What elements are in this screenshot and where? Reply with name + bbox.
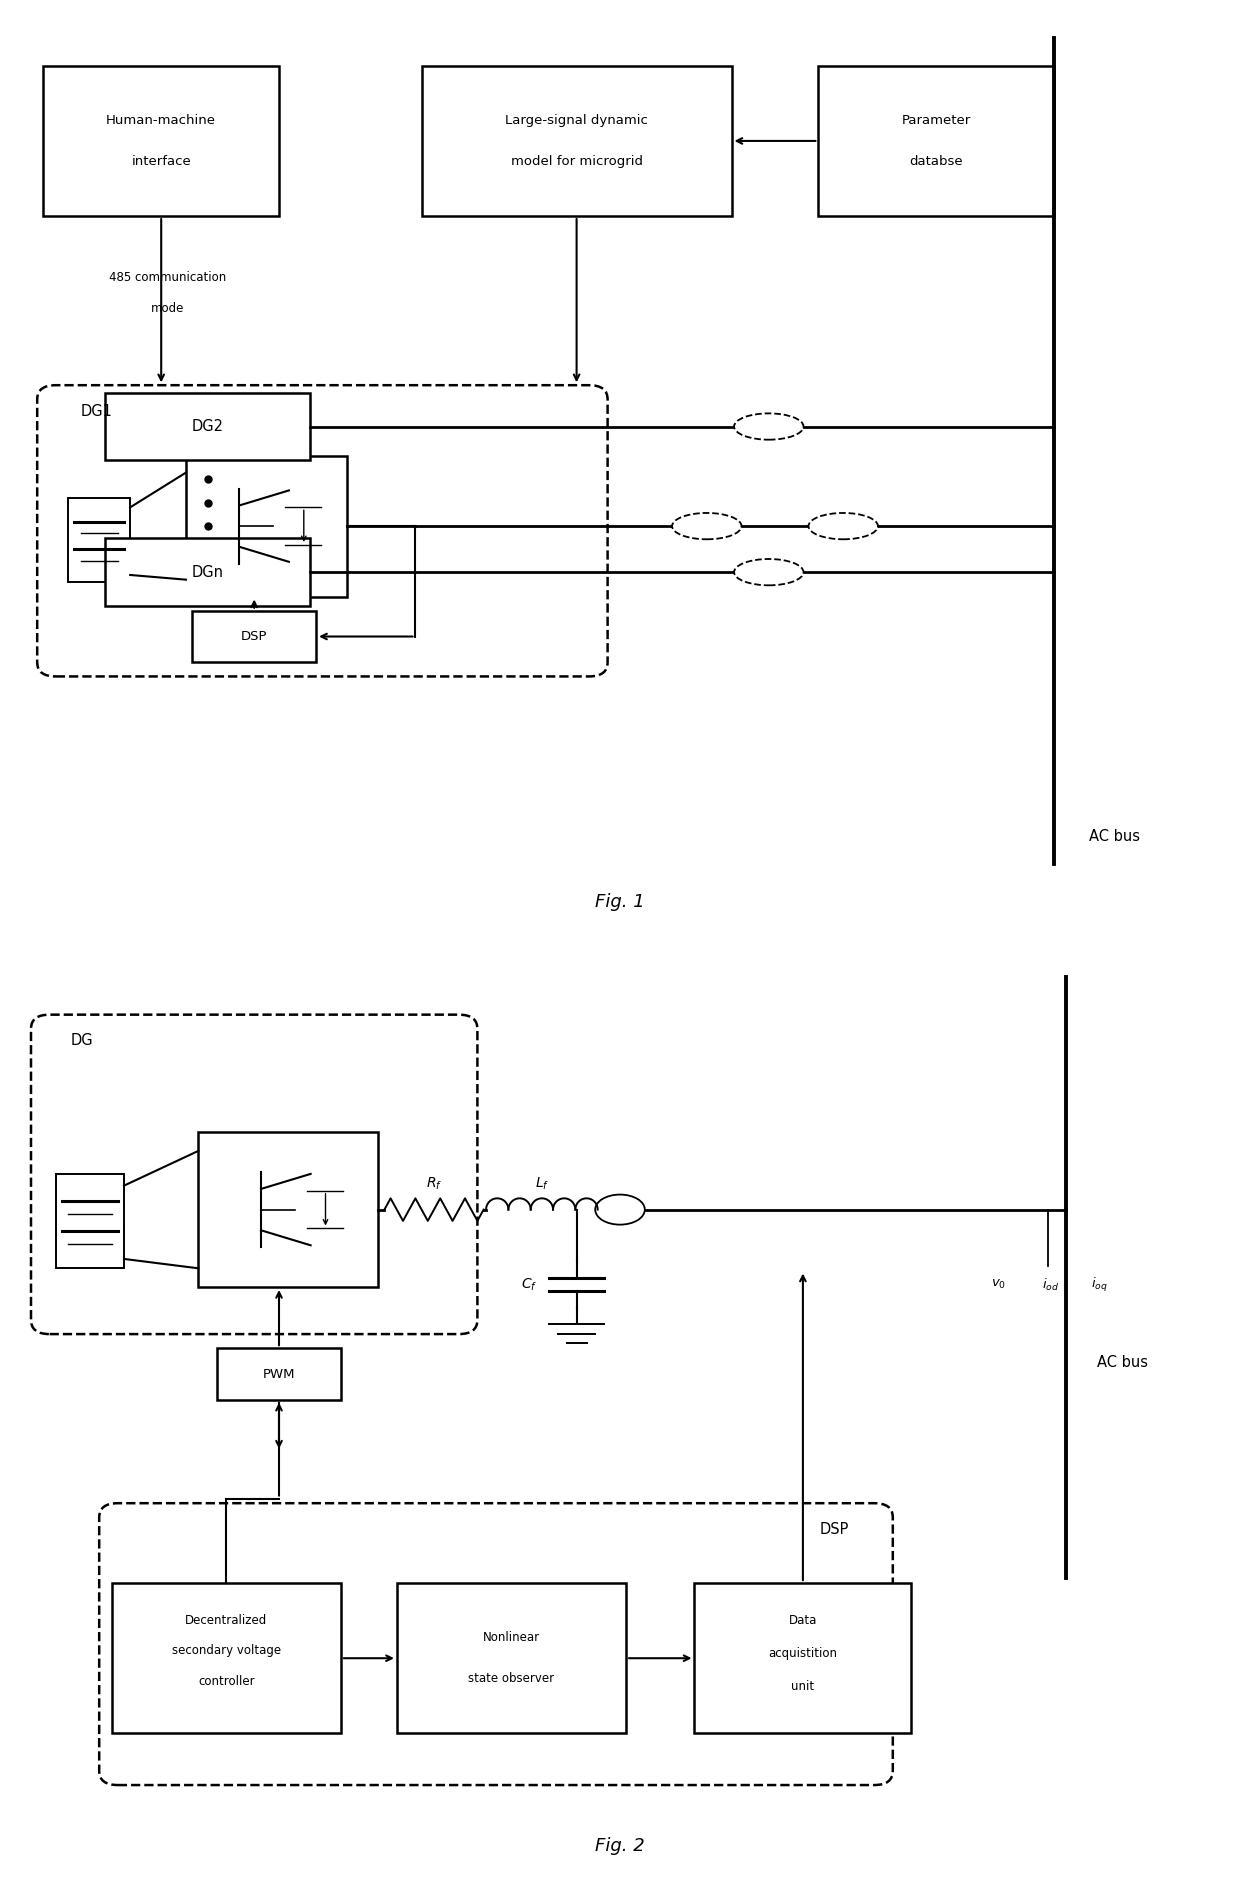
Bar [112, 1582, 341, 1732]
Bar [105, 537, 310, 605]
Text: state observer: state observer [469, 1672, 554, 1685]
Bar [818, 66, 1054, 216]
Text: Human-machine: Human-machine [107, 115, 216, 126]
Bar [105, 393, 310, 460]
Text: PWM: PWM [263, 1368, 295, 1381]
Text: DSP: DSP [820, 1522, 849, 1537]
Text: databse: databse [909, 156, 963, 167]
Text: AC bus: AC bus [1097, 1355, 1148, 1370]
Text: Fig. 1: Fig. 1 [595, 893, 645, 911]
Bar [397, 1582, 626, 1732]
Ellipse shape [734, 413, 804, 440]
Ellipse shape [672, 513, 742, 539]
Text: $i_{od}$: $i_{od}$ [1042, 1276, 1059, 1293]
Bar [694, 1582, 911, 1732]
Text: mode: mode [151, 303, 184, 314]
Text: Parameter: Parameter [901, 115, 971, 126]
Text: DG: DG [71, 1033, 93, 1048]
Text: controller: controller [198, 1676, 254, 1687]
Text: DSP: DSP [241, 629, 268, 643]
Text: model for microgrid: model for microgrid [511, 156, 642, 167]
FancyBboxPatch shape [99, 1503, 893, 1785]
Text: DG1: DG1 [81, 404, 113, 419]
Ellipse shape [808, 513, 878, 539]
Text: unit: unit [791, 1680, 815, 1693]
Text: $v_0$: $v_0$ [991, 1278, 1006, 1291]
Text: Large-signal dynamic: Large-signal dynamic [505, 115, 649, 126]
FancyBboxPatch shape [31, 1015, 477, 1334]
FancyBboxPatch shape [37, 385, 608, 676]
Text: $C_f$: $C_f$ [521, 1276, 538, 1293]
Text: AC bus: AC bus [1089, 829, 1140, 844]
Text: 485 communication: 485 communication [109, 271, 226, 284]
Bar [192, 611, 316, 661]
Bar [56, 1174, 124, 1268]
Ellipse shape [734, 560, 804, 586]
Text: $R_f$: $R_f$ [425, 1174, 443, 1191]
Bar [217, 1349, 341, 1400]
Bar [422, 66, 732, 216]
Text: DGn: DGn [192, 566, 223, 579]
Text: DG2: DG2 [192, 419, 223, 434]
Text: acquistition: acquistition [769, 1648, 837, 1659]
Text: Decentralized: Decentralized [185, 1614, 268, 1627]
Ellipse shape [595, 1195, 645, 1225]
Bar [68, 498, 130, 582]
Text: Data: Data [789, 1614, 817, 1627]
Text: interface: interface [131, 156, 191, 167]
Text: Nonlinear: Nonlinear [482, 1631, 541, 1644]
Bar [186, 457, 347, 598]
Text: secondary voltage: secondary voltage [171, 1644, 281, 1657]
Text: $i_{oq}$: $i_{oq}$ [1091, 1276, 1109, 1295]
Text: Fig. 2: Fig. 2 [595, 1838, 645, 1855]
Text: $L_f$: $L_f$ [534, 1174, 549, 1191]
Bar [43, 66, 279, 216]
Bar [198, 1131, 378, 1287]
